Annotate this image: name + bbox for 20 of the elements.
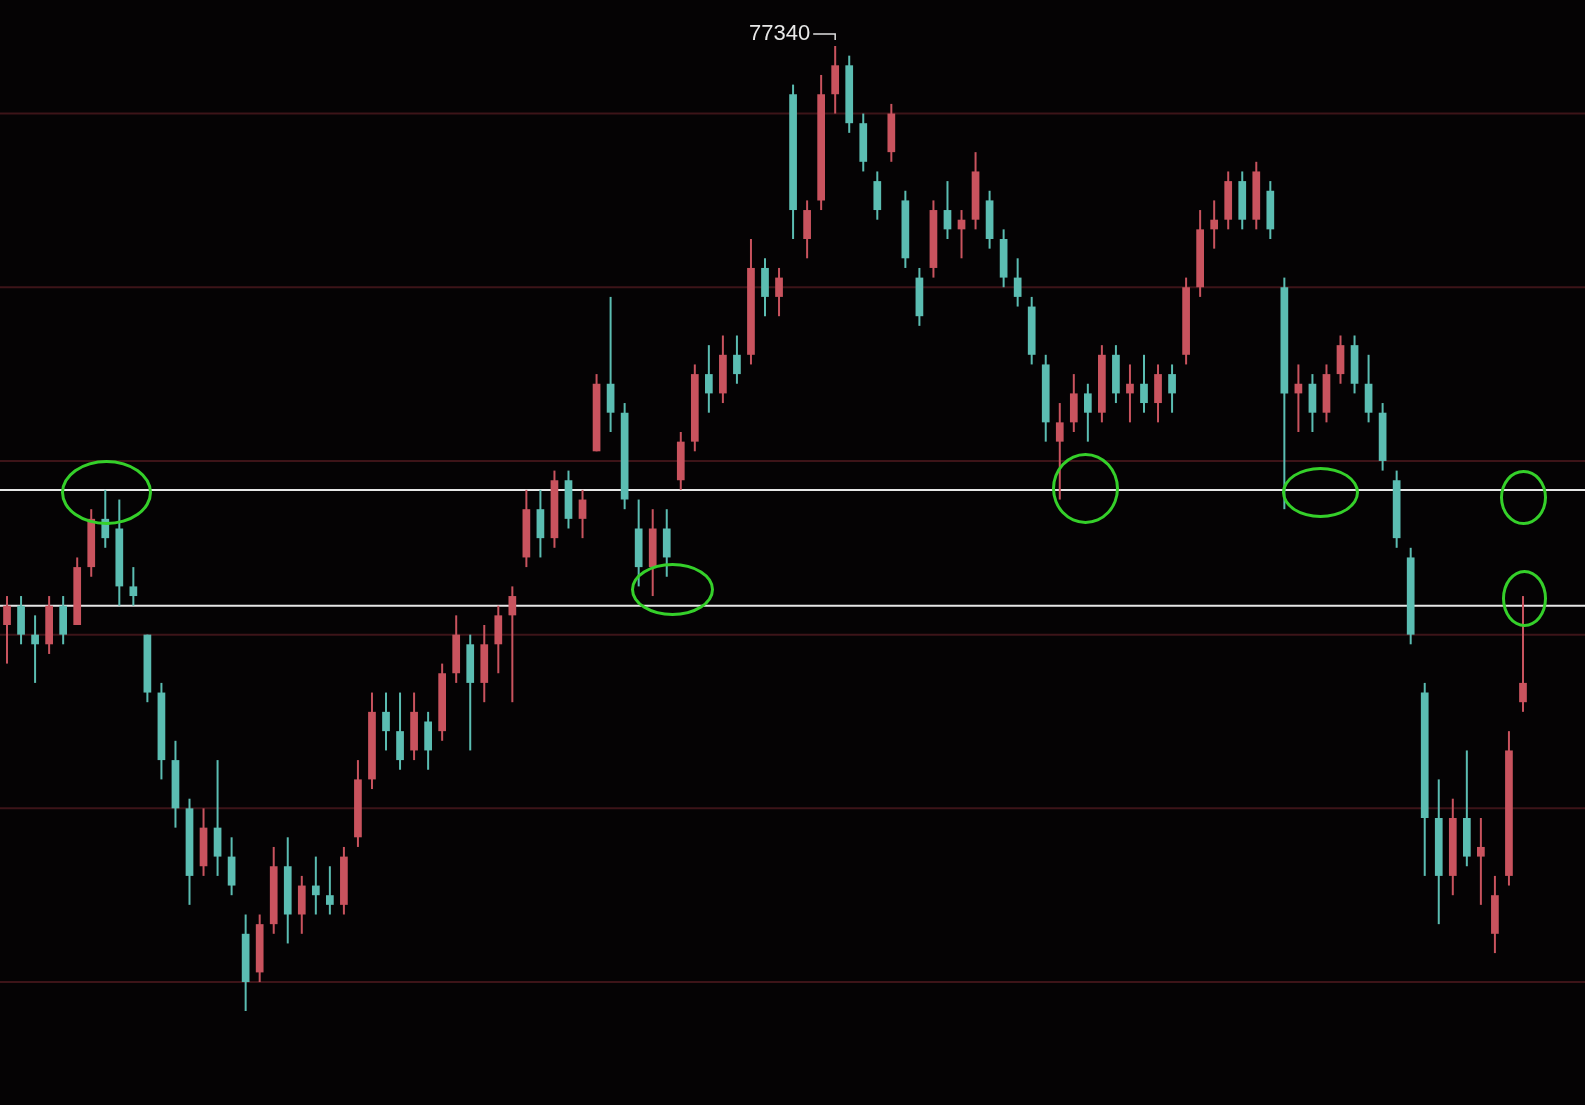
candlestick <box>733 334 741 385</box>
candlestick <box>326 865 334 916</box>
candlestick <box>508 585 517 704</box>
candlestick <box>1210 199 1219 250</box>
candlestick <box>31 614 39 684</box>
candlestick <box>775 266 783 318</box>
candlestick <box>1477 817 1485 906</box>
candlestick <box>1168 363 1176 414</box>
candlestick <box>3 595 11 665</box>
candlestick <box>1519 595 1527 713</box>
candlestick <box>1083 382 1092 443</box>
text: 77340 <box>749 20 811 46</box>
candlestick <box>311 855 320 916</box>
candlestick <box>129 566 138 607</box>
candlestick <box>704 344 713 414</box>
candlestick <box>1055 402 1064 501</box>
candlestick <box>1126 363 1134 424</box>
candlestick <box>1140 353 1148 414</box>
candlestick <box>1013 257 1022 308</box>
candlestick <box>382 691 390 752</box>
